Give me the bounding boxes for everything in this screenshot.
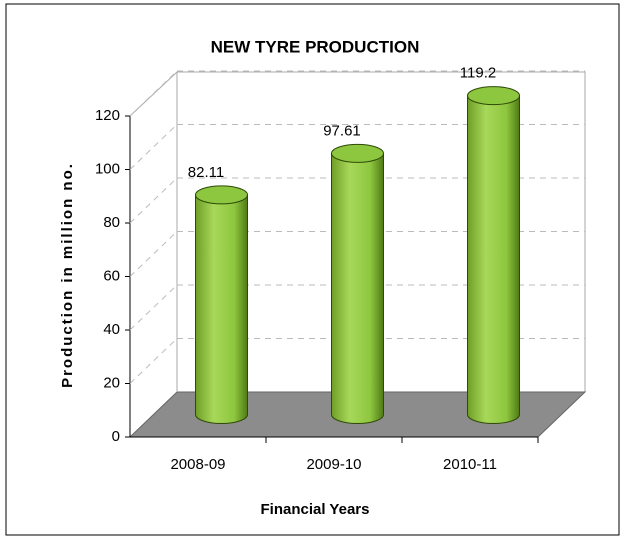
- x-axis-title: Financial Years: [261, 501, 370, 518]
- y-tick-label: 60: [103, 267, 120, 284]
- bar-top: [467, 86, 520, 106]
- bar: [467, 86, 520, 424]
- y-tick-label: 100: [95, 160, 120, 177]
- value-label: 97.61: [323, 122, 361, 139]
- y-tick-label: 20: [103, 374, 120, 391]
- y-tick-label: 120: [95, 107, 120, 124]
- x-tick-label: 2010-11: [443, 456, 497, 473]
- bar: [195, 185, 248, 424]
- x-tick-label: 2009-10: [306, 456, 361, 473]
- value-label: 82.11: [188, 164, 224, 181]
- value-label: 119.2: [460, 65, 496, 82]
- bar: [331, 143, 384, 424]
- chart-title: NEW TYRE PRODUCTION: [211, 37, 420, 56]
- y-axis-title: Production in million no.: [59, 162, 76, 388]
- bar-body: [467, 95, 520, 424]
- y-tick-label: 80: [103, 214, 120, 231]
- x-tick-label: 2008-09: [170, 456, 225, 473]
- bar-body: [195, 194, 248, 424]
- bar-body: [331, 152, 384, 424]
- y-tick-label: 40: [103, 321, 120, 338]
- bar-top: [331, 143, 384, 163]
- y-tick-label: 0: [112, 428, 120, 445]
- bar-top: [195, 185, 248, 205]
